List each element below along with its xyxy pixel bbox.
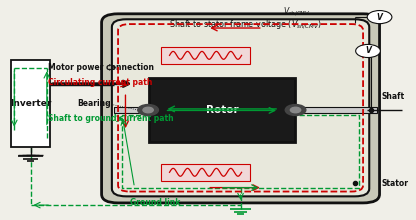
Bar bbox=[114, 107, 377, 113]
FancyBboxPatch shape bbox=[102, 14, 379, 203]
Circle shape bbox=[290, 107, 301, 113]
Text: Shaft to stator frame voltage ($V_{sh/CMV}$): Shaft to stator frame voltage ($V_{sh/CM… bbox=[169, 18, 322, 31]
Text: Ground link: Ground link bbox=[130, 198, 180, 207]
Text: Shaft: Shaft bbox=[381, 92, 405, 101]
Text: Inverter: Inverter bbox=[10, 99, 51, 108]
Text: Shaft to ground current path: Shaft to ground current path bbox=[48, 114, 173, 123]
Text: Circulating current path: Circulating current path bbox=[48, 78, 152, 87]
Circle shape bbox=[143, 107, 153, 113]
Text: V: V bbox=[365, 46, 371, 55]
Bar bbox=[161, 47, 250, 64]
Bar bbox=[161, 163, 250, 181]
Circle shape bbox=[356, 44, 380, 58]
Text: Motor power connection: Motor power connection bbox=[48, 63, 154, 72]
Bar bbox=[149, 78, 295, 142]
FancyBboxPatch shape bbox=[112, 19, 369, 196]
Text: $V_{sh/CMV}$: $V_{sh/CMV}$ bbox=[283, 5, 311, 18]
Circle shape bbox=[285, 104, 306, 116]
Bar bbox=[11, 60, 50, 147]
Text: Rotor: Rotor bbox=[206, 105, 238, 115]
Circle shape bbox=[138, 104, 158, 116]
Text: V: V bbox=[376, 13, 382, 22]
Text: Stator: Stator bbox=[381, 179, 409, 188]
Circle shape bbox=[367, 11, 392, 24]
Text: Bearing: Bearing bbox=[77, 99, 111, 108]
